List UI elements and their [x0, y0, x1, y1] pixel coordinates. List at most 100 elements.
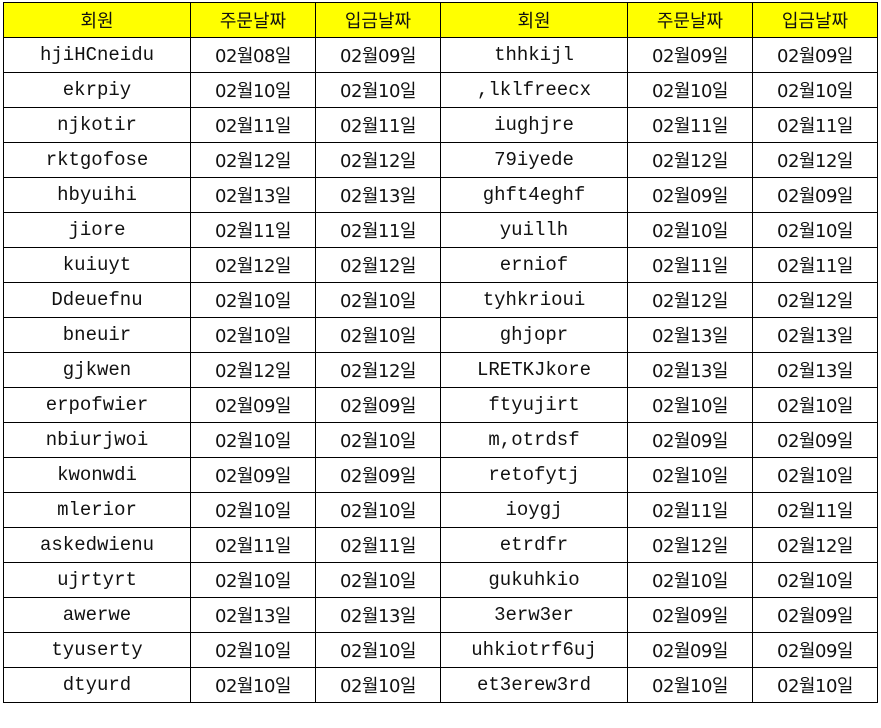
order-date-cell[interactable]: 02월11일: [627, 492, 753, 528]
order-date-cell[interactable]: 02월12일: [627, 282, 753, 318]
order-date-cell[interactable]: 02월10일: [627, 562, 753, 598]
payment-date-cell[interactable]: 02월13일: [315, 177, 441, 213]
member-cell[interactable]: iughjre: [440, 107, 628, 143]
payment-date-cell[interactable]: 02월09일: [315, 457, 441, 493]
member-cell[interactable]: mlerior: [3, 492, 191, 528]
order-date-cell[interactable]: 02월10일: [190, 562, 316, 598]
order-date-cell[interactable]: 02월10일: [627, 72, 753, 108]
order-date-cell[interactable]: 02월09일: [190, 457, 316, 493]
payment-date-cell[interactable]: 02월10일: [315, 422, 441, 458]
order-date-cell[interactable]: 02월10일: [627, 667, 753, 703]
member-cell[interactable]: m,otrdsf: [440, 422, 628, 458]
payment-date-cell[interactable]: 02월10일: [752, 72, 878, 108]
payment-date-cell[interactable]: 02월10일: [752, 212, 878, 248]
payment-date-cell[interactable]: 02월10일: [315, 667, 441, 703]
payment-date-cell[interactable]: 02월10일: [752, 457, 878, 493]
header-order-date[interactable]: 주문날짜: [190, 2, 316, 38]
order-date-cell[interactable]: 02월10일: [627, 387, 753, 423]
order-date-cell[interactable]: 02월11일: [627, 107, 753, 143]
member-cell[interactable]: hbyuihi: [3, 177, 191, 213]
order-date-cell[interactable]: 02월12일: [627, 527, 753, 563]
member-cell[interactable]: ftyujirt: [440, 387, 628, 423]
header-member[interactable]: 회원: [440, 2, 628, 38]
member-cell[interactable]: tyhkrioui: [440, 282, 628, 318]
payment-date-cell[interactable]: 02월10일: [752, 562, 878, 598]
payment-date-cell[interactable]: 02월09일: [752, 632, 878, 668]
payment-date-cell[interactable]: 02월13일: [752, 352, 878, 388]
member-cell[interactable]: ghft4eghf: [440, 177, 628, 213]
order-date-cell[interactable]: 02월09일: [627, 177, 753, 213]
member-cell[interactable]: Ddeuefnu: [3, 282, 191, 318]
payment-date-cell[interactable]: 02월12일: [752, 142, 878, 178]
order-date-cell[interactable]: 02월10일: [190, 667, 316, 703]
member-cell[interactable]: askedwienu: [3, 527, 191, 563]
member-cell[interactable]: hjiHCneidu: [3, 37, 191, 73]
order-date-cell[interactable]: 02월12일: [190, 247, 316, 283]
member-cell[interactable]: etrdfr: [440, 527, 628, 563]
order-date-cell[interactable]: 02월10일: [190, 492, 316, 528]
payment-date-cell[interactable]: 02월09일: [752, 37, 878, 73]
payment-date-cell[interactable]: 02월13일: [315, 597, 441, 633]
order-date-cell[interactable]: 02월11일: [190, 107, 316, 143]
payment-date-cell[interactable]: 02월11일: [752, 492, 878, 528]
member-cell[interactable]: ghjopr: [440, 317, 628, 353]
payment-date-cell[interactable]: 02월09일: [315, 387, 441, 423]
payment-date-cell[interactable]: 02월09일: [315, 37, 441, 73]
order-date-cell[interactable]: 02월12일: [190, 352, 316, 388]
order-date-cell[interactable]: 02월13일: [627, 352, 753, 388]
order-date-cell[interactable]: 02월13일: [190, 597, 316, 633]
payment-date-cell[interactable]: 02월12일: [315, 247, 441, 283]
header-order-date[interactable]: 주문날짜: [627, 2, 753, 38]
order-date-cell[interactable]: 02월10일: [627, 457, 753, 493]
member-cell[interactable]: ekrpiy: [3, 72, 191, 108]
order-date-cell[interactable]: 02월09일: [627, 632, 753, 668]
order-date-cell[interactable]: 02월09일: [627, 37, 753, 73]
payment-date-cell[interactable]: 02월12일: [315, 142, 441, 178]
order-date-cell[interactable]: 02월08일: [190, 37, 316, 73]
payment-date-cell[interactable]: 02월11일: [315, 527, 441, 563]
payment-date-cell[interactable]: 02월12일: [315, 352, 441, 388]
payment-date-cell[interactable]: 02월09일: [752, 422, 878, 458]
payment-date-cell[interactable]: 02월10일: [315, 72, 441, 108]
payment-date-cell[interactable]: 02월12일: [752, 282, 878, 318]
member-cell[interactable]: 3erw3er: [440, 597, 628, 633]
order-date-cell[interactable]: 02월13일: [190, 177, 316, 213]
order-date-cell[interactable]: 02월10일: [190, 632, 316, 668]
payment-date-cell[interactable]: 02월12일: [752, 527, 878, 563]
member-cell[interactable]: erpofwier: [3, 387, 191, 423]
payment-date-cell[interactable]: 02월10일: [315, 492, 441, 528]
member-cell[interactable]: yuillh: [440, 212, 628, 248]
payment-date-cell[interactable]: 02월09일: [752, 177, 878, 213]
member-cell[interactable]: dtyurd: [3, 667, 191, 703]
member-cell[interactable]: kuiuyt: [3, 247, 191, 283]
member-cell[interactable]: kwonwdi: [3, 457, 191, 493]
member-cell[interactable]: gukuhkio: [440, 562, 628, 598]
member-cell[interactable]: LRETKJkore: [440, 352, 628, 388]
header-payment-date[interactable]: 입금날짜: [752, 2, 878, 38]
member-cell[interactable]: uhkiotrf6uj: [440, 632, 628, 668]
order-date-cell[interactable]: 02월10일: [190, 72, 316, 108]
order-date-cell[interactable]: 02월11일: [190, 527, 316, 563]
order-date-cell[interactable]: 02월09일: [627, 422, 753, 458]
order-date-cell[interactable]: 02월12일: [190, 142, 316, 178]
header-payment-date[interactable]: 입금날짜: [315, 2, 441, 38]
payment-date-cell[interactable]: 02월11일: [315, 107, 441, 143]
header-member[interactable]: 회원: [3, 2, 191, 38]
payment-date-cell[interactable]: 02월09일: [752, 597, 878, 633]
order-date-cell[interactable]: 02월12일: [627, 142, 753, 178]
member-cell[interactable]: thhkijl: [440, 37, 628, 73]
order-date-cell[interactable]: 02월10일: [190, 282, 316, 318]
member-cell[interactable]: bneuir: [3, 317, 191, 353]
member-cell[interactable]: ujrtyrt: [3, 562, 191, 598]
member-cell[interactable]: njkotir: [3, 107, 191, 143]
payment-date-cell[interactable]: 02월10일: [752, 387, 878, 423]
member-cell[interactable]: ,lklfreecx: [440, 72, 628, 108]
payment-date-cell[interactable]: 02월11일: [315, 212, 441, 248]
payment-date-cell[interactable]: 02월11일: [752, 107, 878, 143]
order-date-cell[interactable]: 02월10일: [627, 212, 753, 248]
order-date-cell[interactable]: 02월11일: [627, 247, 753, 283]
member-cell[interactable]: nbiurjwoi: [3, 422, 191, 458]
member-cell[interactable]: et3erew3rd: [440, 667, 628, 703]
payment-date-cell[interactable]: 02월10일: [315, 317, 441, 353]
member-cell[interactable]: awerwe: [3, 597, 191, 633]
